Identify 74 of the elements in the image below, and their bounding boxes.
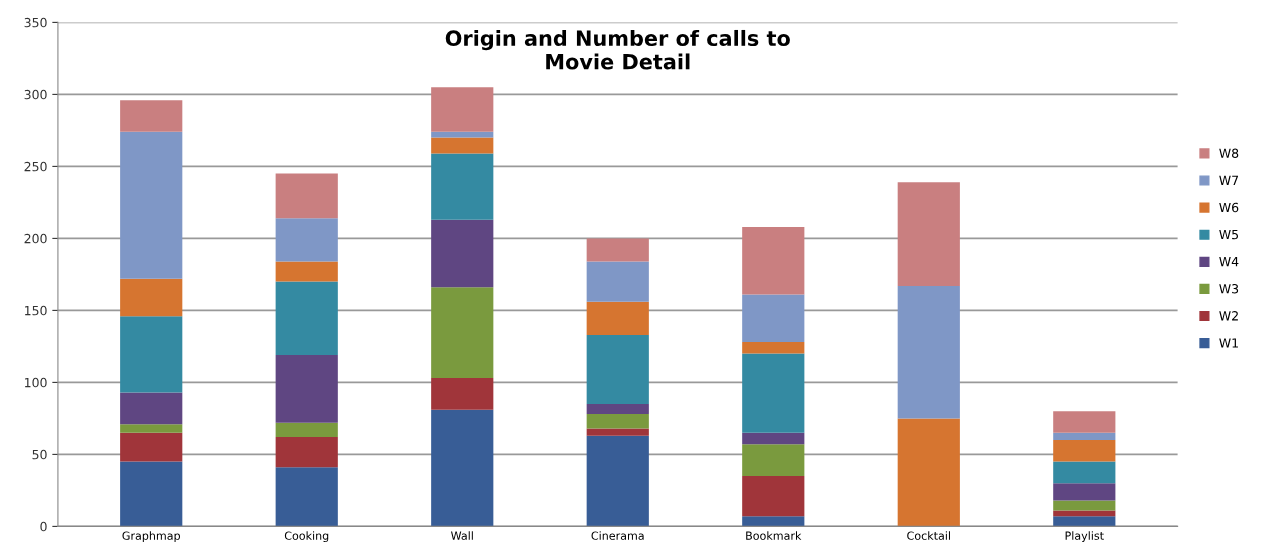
bar	[742, 444, 805, 476]
bar	[742, 353, 805, 433]
y-tick-label: 50	[32, 449, 47, 460]
legend-label: W1	[1219, 338, 1238, 348]
bar	[275, 281, 338, 356]
bar	[1053, 483, 1116, 501]
bar	[120, 100, 183, 132]
bar	[275, 437, 338, 468]
bar	[742, 476, 805, 517]
y-tick-label: 150	[25, 305, 47, 316]
bar	[275, 261, 338, 282]
bar	[742, 516, 805, 527]
bar	[120, 316, 183, 393]
bar	[275, 173, 338, 219]
bar	[742, 342, 805, 354]
bar	[1053, 440, 1116, 462]
text: Origin and Number of calls to Movie Detail	[445, 29, 790, 70]
bar	[431, 137, 494, 154]
bar	[1053, 516, 1116, 527]
bar	[586, 334, 649, 404]
bar	[1053, 411, 1116, 433]
legend-label: W2	[1219, 311, 1238, 321]
y-tick-label: 250	[24, 161, 47, 172]
legend-label: W5	[1219, 229, 1239, 240]
bar	[431, 87, 494, 132]
bar	[586, 238, 649, 262]
y-tick-label: 300	[24, 89, 47, 100]
bar	[120, 392, 183, 425]
bar	[431, 153, 494, 220]
x-tick-label: Graphmap	[122, 531, 180, 543]
bar	[1053, 500, 1116, 511]
bar	[431, 378, 494, 410]
legend-label: W3	[1219, 284, 1239, 294]
x-tick-label: Playlist	[1065, 531, 1104, 543]
bar	[120, 432, 183, 462]
y-tick-label: 0	[40, 521, 47, 532]
bar	[586, 435, 649, 527]
bar	[275, 355, 338, 423]
legend-label: W8	[1219, 148, 1239, 158]
bar	[586, 301, 649, 335]
x-tick-label: Wall	[450, 531, 473, 540]
bar	[586, 261, 649, 302]
bar	[1053, 432, 1116, 440]
bar	[275, 218, 338, 262]
bar	[897, 285, 960, 419]
legend-label: W6	[1219, 202, 1239, 213]
bar	[742, 294, 805, 343]
legend-label: W7	[1219, 175, 1239, 185]
bar	[897, 182, 960, 286]
bar	[586, 414, 649, 429]
y-tick-label: 200	[24, 233, 47, 244]
y-tick-label: 100	[25, 377, 47, 388]
bar	[742, 432, 805, 445]
bar	[1053, 461, 1116, 484]
bar	[120, 131, 183, 279]
bar	[120, 424, 183, 433]
bar	[431, 409, 494, 527]
bar	[120, 278, 183, 317]
bar	[431, 287, 494, 379]
x-tick-label: Bookmark	[746, 531, 802, 540]
x-tick-label: Cooking	[284, 531, 329, 543]
x-tick-label: Cocktail	[907, 531, 950, 540]
bar	[275, 422, 338, 438]
bar	[431, 131, 494, 138]
x-tick-label: Cinerama	[591, 531, 644, 540]
y-tick-label: 350	[24, 17, 47, 28]
bar	[120, 461, 183, 527]
bar	[431, 219, 494, 288]
bar	[275, 467, 338, 527]
bar	[586, 428, 649, 436]
bar	[742, 226, 805, 295]
bar	[897, 418, 960, 527]
legend-label: W4	[1219, 257, 1239, 267]
bar	[586, 404, 649, 415]
